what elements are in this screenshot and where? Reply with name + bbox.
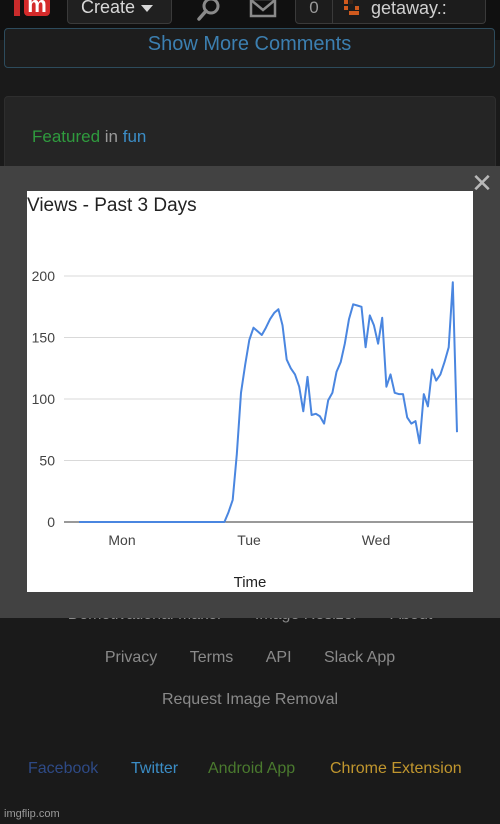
footer-row-2: Privacy Terms API Slack App (0, 649, 500, 667)
x-tick-label: Wed (362, 532, 391, 548)
chart-canvas: 0 50 100 150 200 Mon Tue Wed (32, 268, 473, 548)
footer-link-facebook[interactable]: Facebook (28, 760, 99, 777)
search-icon[interactable] (196, 0, 222, 22)
y-tick-label: 200 (32, 268, 56, 284)
show-more-comments-button[interactable]: Show More Comments (4, 28, 495, 68)
y-tick-label: 150 (32, 330, 56, 346)
y-tick-label: 0 (47, 514, 55, 530)
footer-link-terms[interactable]: Terms (189, 649, 234, 666)
logo-letter: m (24, 0, 50, 16)
create-label: Create (81, 0, 136, 17)
x-tick-label: Tue (237, 532, 261, 548)
imgflip-watermark: imgflip.com (4, 808, 60, 820)
chart-x-axis-label: Time (233, 574, 267, 591)
chart-title: Views - Past 3 Days (27, 195, 197, 216)
featured-line: Featured in fun (32, 127, 146, 147)
footer-link-twitter[interactable]: Twitter (131, 760, 179, 777)
show-more-label: Show More Comments (147, 33, 352, 55)
user-avatar-icon (344, 0, 359, 15)
y-tick-label: 50 (39, 453, 55, 469)
mail-icon[interactable] (249, 0, 277, 19)
y-tick-label: 100 (32, 391, 56, 407)
footer-link-api[interactable]: API (265, 649, 292, 666)
footer-link-android-app[interactable]: Android App (208, 760, 296, 777)
footer-link-request-removal[interactable]: Request Image Removal (161, 691, 339, 708)
create-button[interactable]: Create (67, 0, 172, 24)
user-menu[interactable]: getaway.: (333, 0, 486, 24)
views-chart: Views - Past 3 Days 0 50 100 150 200 Mon Tue We… (27, 191, 473, 592)
footer-link-chrome-extension[interactable]: Chrome Extension (330, 760, 462, 777)
series-line (79, 281, 458, 523)
logo-bar (14, 0, 20, 16)
x-tick-label: Mon (108, 532, 135, 548)
footer-link-slack-app[interactable]: Slack App (324, 649, 396, 666)
featured-in-text: in (104, 127, 119, 146)
chevron-down-icon (141, 4, 154, 12)
featured-category-link[interactable]: fun (122, 127, 147, 146)
footer-row-3: Request Image Removal (0, 691, 500, 709)
featured-link[interactable]: Featured (32, 127, 101, 146)
footer-link-privacy[interactable]: Privacy (104, 649, 158, 666)
views-stats-modal: ✕ Views - Past 3 Days 0 50 100 150 200 Mon Tue… (0, 166, 500, 618)
username: getaway.: (371, 0, 447, 18)
close-icon[interactable]: ✕ (471, 168, 493, 198)
notification-count[interactable]: 0 (295, 0, 333, 24)
featured-panel: Featured in fun (4, 96, 496, 176)
